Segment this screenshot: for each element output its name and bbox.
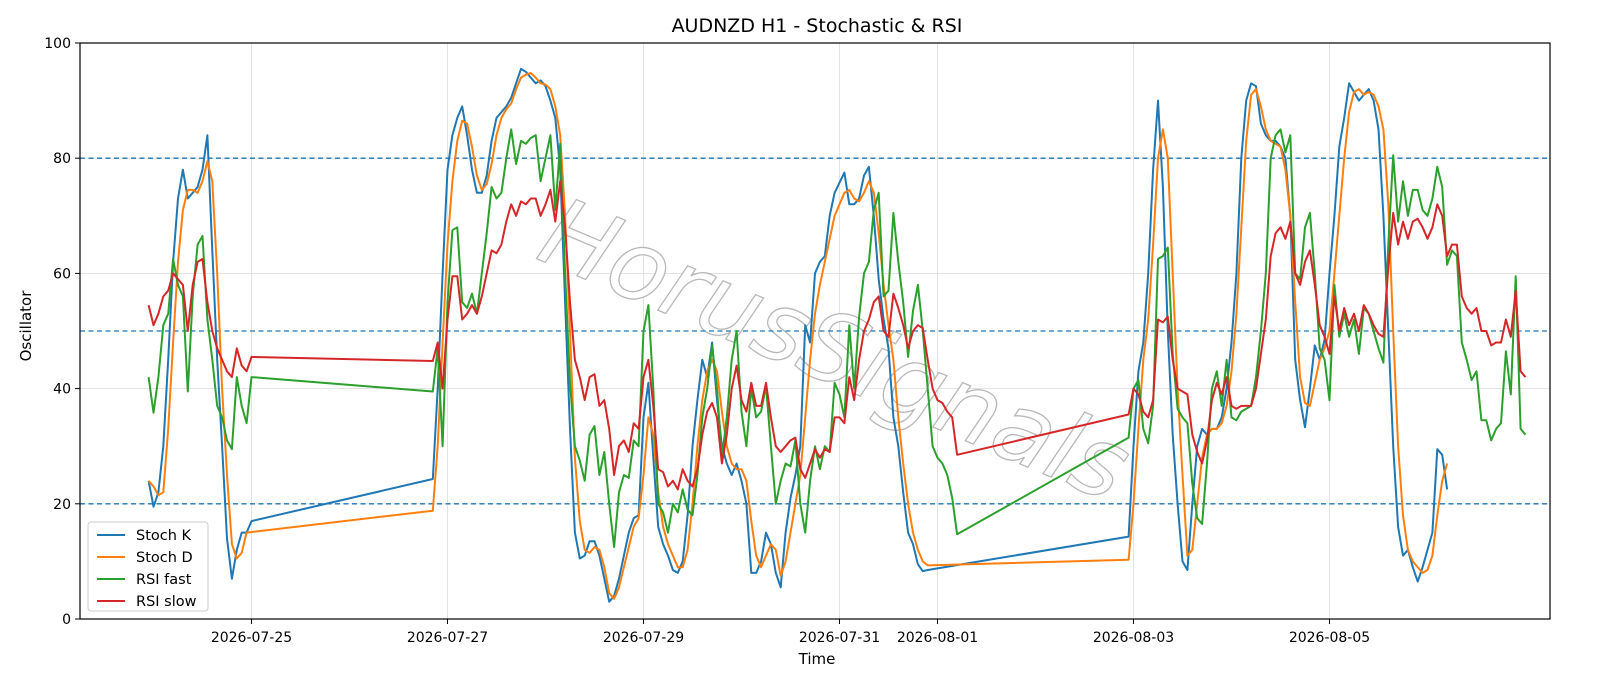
x-tick-label-6: 2026-08-05 bbox=[1289, 630, 1370, 646]
x-tick-label-3: 2026-07-31 bbox=[799, 630, 880, 646]
plot-frame bbox=[79, 42, 1551, 620]
x-tick-label-4: 2026-08-01 bbox=[897, 630, 978, 646]
x-tick-label-5: 2026-08-03 bbox=[1093, 630, 1174, 646]
legend-label-rsi-slow: RSI slow bbox=[136, 594, 197, 610]
x-tick-label-2: 2026-07-29 bbox=[603, 630, 684, 646]
y-tick-label-5: 100 bbox=[44, 36, 71, 52]
chart-title: AUDNZD H1 - Stochastic & RSI bbox=[672, 15, 963, 37]
legend: Stoch K Stoch D RSI fast RSI slow bbox=[87, 521, 209, 612]
axes: 0 20 40 60 80 100 2026-07-25 2026-07-27 2026-07-… bbox=[44, 36, 1370, 646]
y-tick-label-2: 40 bbox=[53, 382, 71, 398]
series-line-rsi-slow bbox=[147, 180, 1527, 491]
x-axis-label: Time bbox=[798, 650, 836, 668]
y-tick-label-4: 80 bbox=[53, 151, 71, 167]
y-tick-label-0: 0 bbox=[62, 612, 71, 628]
y-tick-label-1: 20 bbox=[53, 497, 71, 513]
series-line-rsi-fast bbox=[147, 128, 1527, 548]
series-lines bbox=[147, 67, 1527, 603]
x-tick-label-0: 2026-07-25 bbox=[211, 630, 292, 646]
legend-label-rsi-fast: RSI fast bbox=[136, 572, 192, 588]
legend-box bbox=[87, 521, 209, 612]
y-axis-label: Oscillator bbox=[17, 290, 35, 362]
series-line-stoch-k bbox=[147, 67, 1449, 603]
y-tick-label-3: 60 bbox=[53, 266, 71, 282]
x-tick-label-1: 2026-07-27 bbox=[407, 630, 488, 646]
legend-label-stoch-k: Stoch K bbox=[136, 528, 192, 544]
reference-lines bbox=[80, 157, 1550, 505]
series-line-stoch-d bbox=[147, 72, 1449, 600]
legend-label-stoch-d: Stoch D bbox=[136, 550, 193, 566]
